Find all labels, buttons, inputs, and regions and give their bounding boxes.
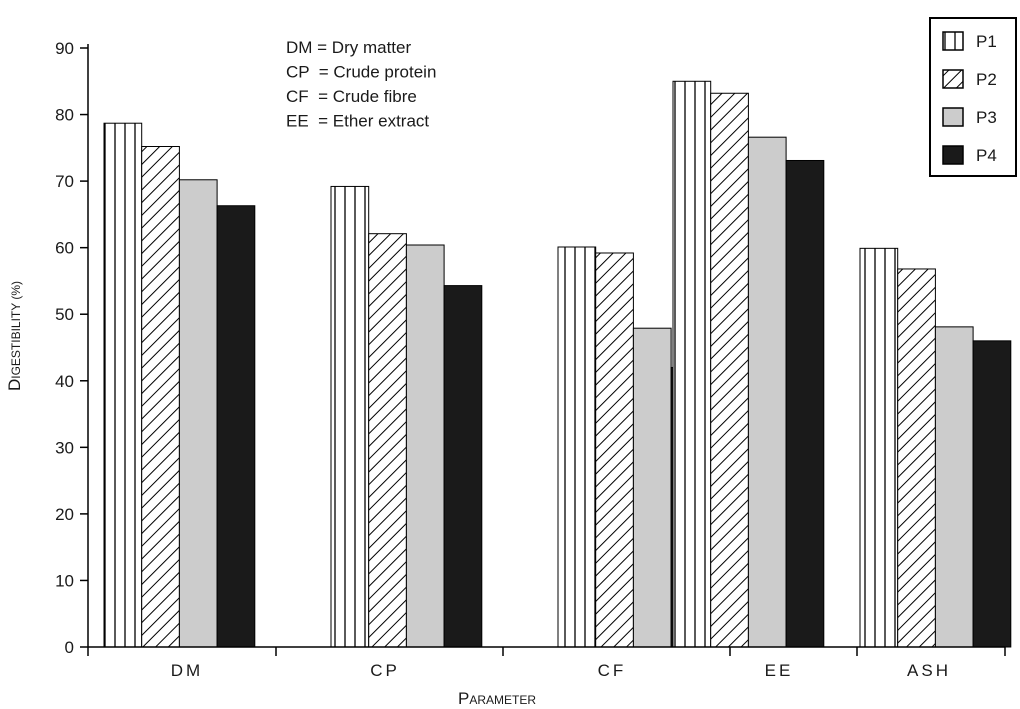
bar-cp-p3 [405,244,445,648]
bar-dm-p3 [178,179,218,648]
legend: P1 P2 P3 P4 [929,17,1017,177]
bar-ee-p4 [785,159,825,648]
y-tick-label: 50 [55,305,74,324]
y-tick-label: 70 [55,172,74,191]
bar-ash-p4 [972,340,1012,648]
bar-ash-p1 [859,247,899,648]
y-tick-label: 60 [55,239,74,258]
y-tick-label: 10 [55,571,74,590]
bar-ee-p2 [710,92,749,648]
y-tick-label: 40 [55,372,74,391]
bar-cp-p2 [368,233,407,648]
bar-dm-p1 [103,122,143,648]
x-axis-title: PARAMETER [458,689,536,708]
x-tick-label-dm: DM [171,661,203,680]
abbreviation-notes: DM = Dry matter CP = Crude protein CF = Cr… [286,38,436,131]
legend-label-p2: P2 [976,70,997,89]
legend-swatch-p3 [942,107,964,127]
y-axis-title: DIGESTIBILITY (%) [5,281,24,391]
legend-label-p4: P4 [976,146,997,165]
bar-dm-p4 [216,205,256,648]
y-tick-label: 0 [65,638,74,657]
abbreviation-note: DM = Dry matter [286,38,411,57]
y-tick-label: 80 [55,106,74,125]
bar-cf-p1 [557,246,597,648]
abbreviation-note: EE = Ether extract [286,112,429,131]
axes: 0 10 20 30 40 50 60 70 80 90 DM CP CF EE ASH [55,39,1006,680]
y-tick-label: 20 [55,505,74,524]
bar-cf-p2 [595,252,634,648]
legend-swatch-p4 [942,145,964,165]
x-tick-label-cf: CF [598,661,627,680]
abbreviation-note: CP = Crude protein [286,63,436,82]
bar-cp-p1 [330,185,370,648]
legend-swatch-p1 [942,31,964,51]
bar-ee-p3 [747,136,787,648]
x-tick-label-ee: EE [765,661,794,680]
bar-ash-p2 [897,268,936,648]
abbreviation-note: CF = Crude fibre [286,87,417,106]
y-tick-label: 90 [55,39,74,58]
bar-group [103,80,1012,648]
x-tick-label-ash: ASH [907,661,951,680]
legend-label-p3: P3 [976,108,997,127]
bar-cp-p4 [443,285,483,648]
legend-swatch-p2 [942,69,964,89]
bar-ee-p1 [672,80,712,648]
bar-cf-p3 [632,327,672,648]
legend-label-p1: P1 [976,32,997,51]
bar-ash-p3 [934,326,974,648]
x-tick-label-cp: CP [370,661,400,680]
y-tick-label: 30 [55,438,74,457]
bar-dm-p2 [141,146,180,648]
